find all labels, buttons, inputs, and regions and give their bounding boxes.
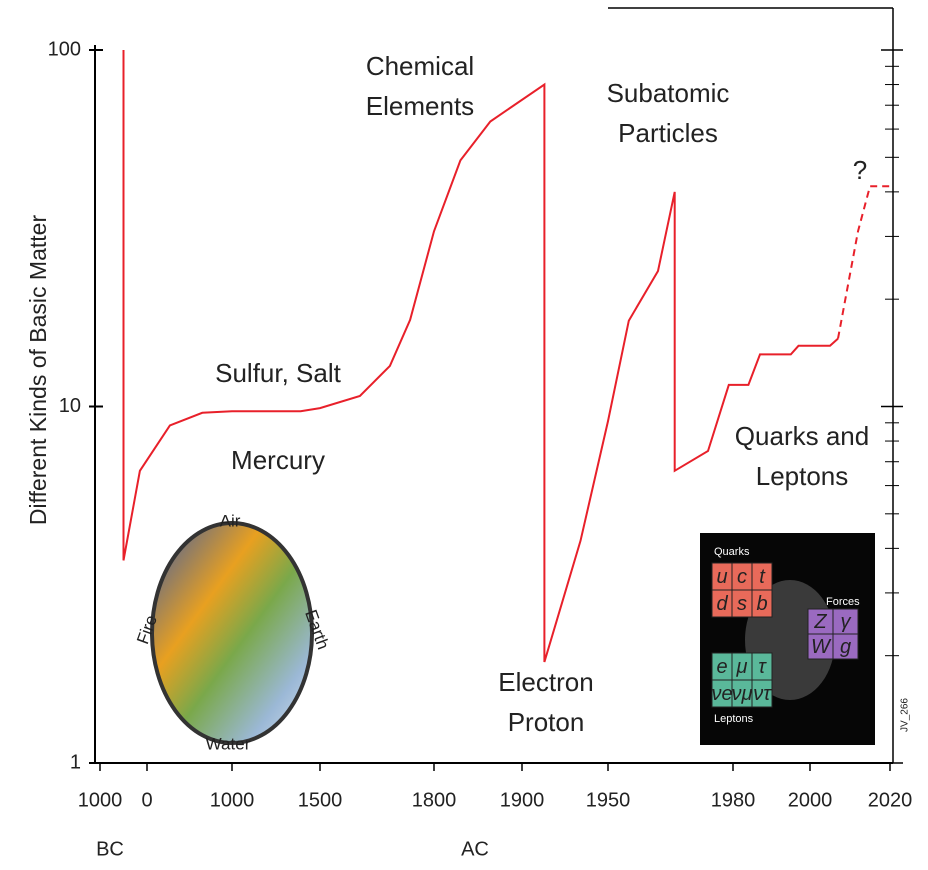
annotation: Mercury — [231, 445, 325, 475]
force-cell — [832, 633, 859, 660]
lepton-symbol: μ — [736, 656, 748, 678]
annotation: Particles — [618, 118, 718, 148]
annotation: Electron — [498, 667, 593, 697]
x-tick-label: 1950 — [586, 789, 631, 811]
force-cell — [807, 633, 834, 660]
force-symbol: g — [840, 636, 851, 658]
quark-symbol: u — [716, 566, 727, 588]
annotation: Chemical — [366, 51, 474, 81]
annotation: Subatomic — [607, 78, 730, 108]
force-symbol: γ — [841, 611, 852, 633]
annotation: Sulfur, Salt — [215, 358, 342, 388]
globe-label: Air — [220, 511, 241, 530]
globe-label: Water — [206, 734, 251, 753]
quarks-title: Quarks — [714, 546, 750, 558]
data-line — [837, 185, 890, 339]
annotation: Elements — [366, 91, 474, 121]
x-tick-label: 1980 — [711, 789, 756, 811]
annotation: Leptons — [756, 461, 849, 491]
x-tick-label: 2020 — [868, 789, 913, 811]
x-tick-label: 1500 — [298, 789, 343, 811]
x-tick-label: 1000 — [210, 789, 255, 811]
lepton-symbol: ντ — [753, 683, 772, 705]
x-tick-label: 0 — [141, 789, 152, 811]
globe — [150, 521, 314, 745]
y-tick-label: 100 — [48, 38, 81, 60]
annotation: ? — [853, 155, 867, 185]
lepton-symbol: νe — [711, 683, 732, 705]
x-tick-label: 1800 — [412, 789, 457, 811]
annotation: Proton — [508, 707, 585, 737]
annotation: JV_266 — [900, 698, 911, 732]
era-label: AC — [461, 838, 489, 860]
y-tick-label: 10 — [59, 395, 81, 417]
leptons-title: Leptons — [714, 713, 754, 725]
lepton-symbol: τ — [758, 656, 767, 678]
data-line — [122, 50, 839, 663]
x-tick-label: 2000 — [788, 789, 833, 811]
force-symbol: Z — [813, 611, 827, 633]
y-axis-label: Different Kinds of Basic Matter — [25, 215, 51, 526]
lepton-symbol: νμ — [732, 683, 753, 705]
quark-symbol: c — [737, 566, 747, 588]
forces-title: Forces — [826, 596, 860, 608]
x-tick-label: 1900 — [500, 789, 545, 811]
x-tick-label: 1000 — [78, 789, 123, 811]
quark-symbol: t — [759, 566, 766, 588]
force-symbol: W — [811, 636, 832, 658]
quark-symbol: d — [716, 593, 728, 615]
lepton-cell — [751, 679, 773, 708]
era-label: BC — [96, 838, 124, 860]
quark-cell — [751, 589, 773, 618]
annotation: Quarks and — [735, 421, 869, 451]
quark-symbol: s — [737, 593, 747, 615]
y-tick-label: 1 — [70, 751, 81, 773]
lepton-symbol: e — [716, 656, 727, 678]
quark-symbol: b — [756, 593, 767, 615]
